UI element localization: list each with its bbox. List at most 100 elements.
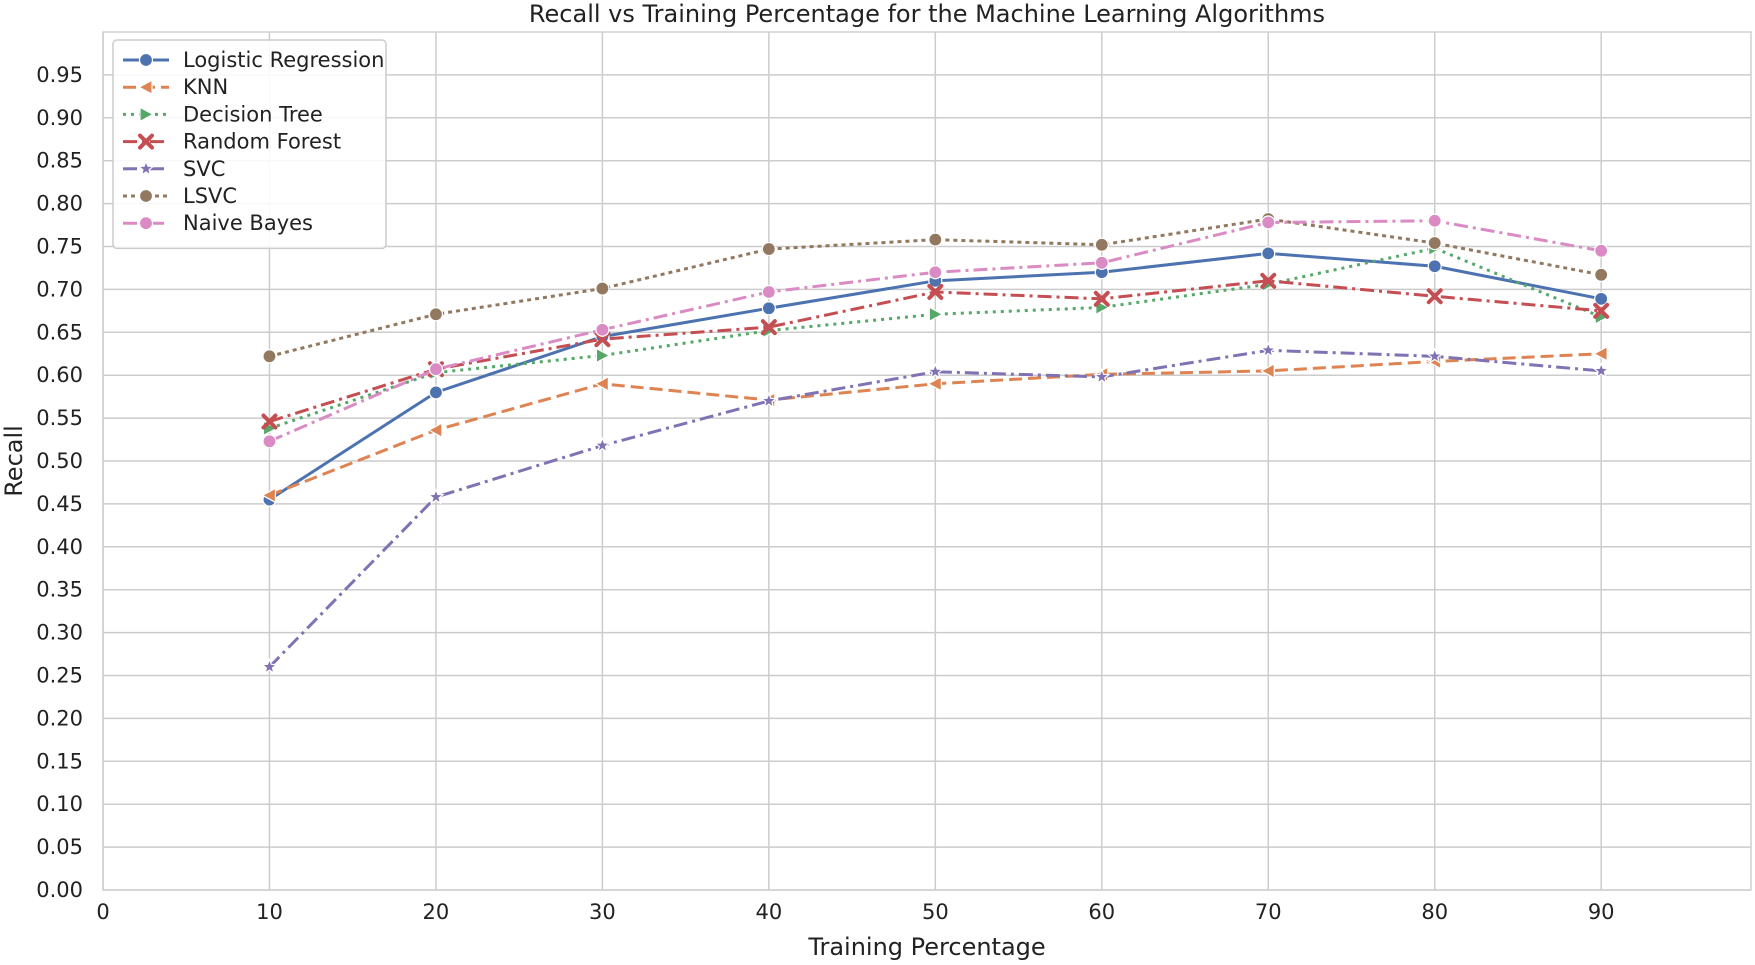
legend-item: Random Forest (123, 130, 341, 154)
series-line (268, 348, 1602, 668)
y-tick-label: 0.45 (36, 492, 83, 516)
legend-marker (138, 188, 154, 204)
y-tick-label: 0.70 (36, 277, 83, 301)
data-point (1259, 362, 1275, 379)
data-point (1094, 237, 1109, 252)
data-point (428, 362, 444, 377)
y-tick-label: 0.25 (36, 664, 83, 688)
y-tick-label: 0.20 (36, 706, 83, 730)
data-point (1093, 367, 1111, 385)
x-tick-label: 80 (1421, 900, 1448, 924)
legend-marker (138, 52, 154, 68)
data-point (428, 385, 444, 400)
data-point (1261, 215, 1276, 230)
data-point (1594, 243, 1609, 258)
x-tick-label: 60 (1088, 900, 1115, 924)
data-point (927, 375, 942, 392)
data-point (594, 375, 609, 392)
legend-box (112, 39, 387, 250)
data-point (1427, 213, 1442, 228)
data-point (926, 362, 945, 380)
legend-item: SVC (123, 157, 225, 181)
series-layer (260, 211, 1610, 675)
data-point (1259, 341, 1277, 358)
legend: Logistic Regression KNN Decision Tree Rando… (112, 39, 387, 250)
legend-label: KNN (183, 75, 228, 99)
series-naive-bayes (262, 213, 1609, 449)
data-point (428, 307, 444, 322)
data-point (595, 281, 610, 296)
y-tick-label: 0.15 (36, 749, 83, 773)
data-point (1592, 361, 1610, 379)
series-line (269, 217, 1602, 358)
legend-label: LSVC (183, 184, 237, 208)
data-point (427, 422, 443, 439)
data-point (761, 301, 776, 316)
data-point (761, 241, 776, 257)
data-point (1427, 235, 1442, 251)
data-point (1260, 272, 1277, 289)
legend-marker (139, 106, 155, 123)
y-tick-label: 0.05 (36, 835, 83, 859)
data-point (1425, 347, 1444, 364)
x-tick-label: 10 (256, 900, 283, 924)
plot-border (102, 31, 1752, 891)
y-tick-label: 0.00 (36, 878, 83, 902)
y-tick-label: 0.60 (36, 363, 83, 387)
data-point (595, 322, 610, 337)
legend-label: Random Forest (183, 130, 341, 154)
y-tick-label: 0.35 (36, 578, 83, 602)
y-tick-label: 0.40 (36, 535, 83, 559)
y-tick-label: 0.80 (36, 192, 83, 216)
data-point (1592, 345, 1608, 362)
series-lsvc (262, 211, 1609, 364)
data-point (1594, 291, 1609, 306)
x-tick-label: 70 (1255, 900, 1282, 924)
y-tick-label: 0.10 (36, 792, 83, 816)
data-point (1427, 259, 1442, 274)
legend-marker (138, 216, 154, 231)
x-tick-label: 90 (1588, 900, 1615, 924)
data-point (1094, 255, 1109, 270)
data-point (927, 283, 944, 300)
data-point (1594, 267, 1609, 282)
data-point (928, 232, 943, 247)
series-svc (260, 341, 1610, 675)
legend-label: Naive Bayes (183, 211, 313, 235)
x-tick-label: 20 (423, 900, 450, 924)
data-point (1261, 246, 1276, 261)
data-point (261, 487, 277, 504)
data-point (262, 349, 277, 364)
legend-marker (138, 133, 154, 150)
legend-item: Decision Tree (123, 102, 323, 126)
y-tick-label: 0.75 (36, 235, 83, 259)
data-point (928, 265, 943, 280)
data-point (761, 284, 776, 300)
data-point (760, 391, 778, 409)
x-tick-label: 0 (96, 900, 109, 924)
x-axis-title: Training Percentage (807, 933, 1045, 961)
legend-item: Naive Bayes (123, 211, 313, 235)
data-point (760, 319, 777, 336)
tick-labels: 0 10 20 30 40 50 60 70 80 90 0.00 0.05 0.10 0.15 0.20 0… (36, 63, 1614, 924)
y-tick-label: 0.90 (36, 106, 83, 130)
y-tick-label: 0.50 (36, 449, 83, 473)
legend-label: SVC (183, 157, 225, 181)
legend-marker (137, 79, 153, 96)
legend-item: Logistic Regression (123, 48, 384, 72)
x-tick-label: 50 (922, 900, 949, 924)
chart-title: Recall vs Training Percentage for the Ma… (529, 0, 1325, 28)
y-axis-title: Recall (0, 425, 28, 497)
data-point (1426, 288, 1443, 305)
data-point (262, 434, 277, 449)
y-tick-label: 0.85 (36, 149, 83, 173)
legend-label: Decision Tree (183, 102, 323, 126)
y-tick-label: 0.95 (36, 63, 83, 87)
data-point (427, 487, 445, 505)
data-point (1093, 290, 1110, 307)
data-point (1593, 302, 1610, 319)
data-point (261, 413, 278, 430)
data-point (593, 436, 612, 453)
x-tick-label: 40 (755, 900, 782, 924)
